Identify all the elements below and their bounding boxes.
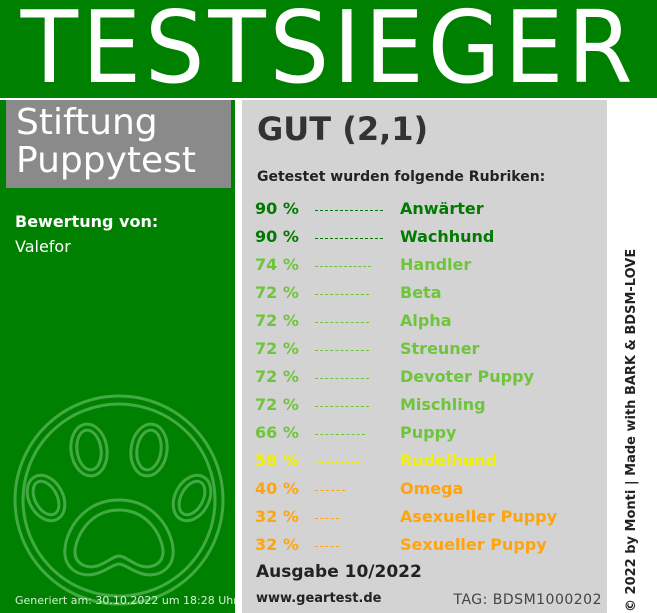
category-label: Wachhund bbox=[400, 227, 495, 246]
category-score-leader bbox=[315, 294, 369, 295]
category-score-leader bbox=[315, 378, 369, 379]
category-label: Puppy bbox=[400, 423, 457, 442]
category-score-leader bbox=[315, 322, 369, 323]
category-percent: 72 % bbox=[255, 339, 299, 358]
category-row: 90 % Wachhund bbox=[255, 227, 600, 255]
categories-heading: Getestet wurden folgende Rubriken: bbox=[257, 169, 546, 185]
category-row: 58 % Rudelhund bbox=[255, 451, 600, 479]
credit-text: © 2022 by Monti | Made with BARK & BDSM-… bbox=[624, 248, 639, 612]
banner-title: TESTSIEGER bbox=[20, 0, 637, 98]
category-percent: 40 % bbox=[255, 479, 299, 498]
category-label: Rudelhund bbox=[400, 451, 498, 470]
category-label: Devoter Puppy bbox=[400, 367, 534, 386]
category-label: Mischling bbox=[400, 395, 486, 414]
result-panel: GUT (2,1) Getestet wurden folgende Rubri… bbox=[242, 100, 607, 613]
category-row: 74 % Handler bbox=[255, 255, 600, 283]
category-label: Sexueller Puppy bbox=[400, 535, 547, 554]
paw-print-icon bbox=[13, 394, 225, 606]
category-percent: 32 % bbox=[255, 507, 299, 526]
category-score-leader bbox=[315, 350, 369, 351]
category-row: 72 % Devoter Puppy bbox=[255, 367, 600, 395]
category-percent: 72 % bbox=[255, 283, 299, 302]
category-percent: 72 % bbox=[255, 311, 299, 330]
category-score-leader bbox=[315, 462, 359, 463]
category-row: 72 % Beta bbox=[255, 283, 600, 311]
left-panel: Stiftung Puppytest Bewertung von: Valefo… bbox=[0, 100, 238, 613]
category-score-leader bbox=[315, 518, 339, 519]
rater-label: Bewertung von: bbox=[15, 212, 159, 231]
organization-name: Stiftung Puppytest bbox=[16, 102, 197, 181]
category-score-leader bbox=[315, 266, 371, 267]
category-score-leader bbox=[315, 434, 365, 435]
category-percent: 90 % bbox=[255, 199, 299, 218]
category-percent: 72 % bbox=[255, 367, 299, 386]
website-link[interactable]: www.geartest.de bbox=[256, 591, 382, 606]
category-score-leader bbox=[315, 238, 383, 239]
category-row: 66 % Puppy bbox=[255, 423, 600, 451]
category-percent: 66 % bbox=[255, 423, 299, 442]
category-percent: 32 % bbox=[255, 535, 299, 554]
overall-grade: GUT (2,1) bbox=[257, 110, 429, 148]
category-row: 40 % Omega bbox=[255, 479, 600, 507]
rater-name: Valefor bbox=[15, 237, 71, 256]
category-percent: 74 % bbox=[255, 255, 299, 274]
organization-box: Stiftung Puppytest bbox=[6, 100, 231, 188]
category-label: Asexueller Puppy bbox=[400, 507, 558, 526]
category-label: Beta bbox=[400, 283, 442, 302]
category-score-leader bbox=[315, 546, 339, 547]
category-percent: 58 % bbox=[255, 451, 299, 470]
category-label: Handler bbox=[400, 255, 472, 274]
category-percent: 72 % bbox=[255, 395, 299, 414]
issue-number: Ausgabe 10/2022 bbox=[256, 562, 422, 582]
category-row: 32 % Asexueller Puppy bbox=[255, 507, 600, 535]
category-row: 32 % Sexueller Puppy bbox=[255, 535, 600, 563]
tag-code: TAG: BDSM1000202 bbox=[453, 592, 602, 608]
category-label: Alpha bbox=[400, 311, 452, 330]
category-label: Streuner bbox=[400, 339, 480, 358]
category-score-leader bbox=[315, 406, 369, 407]
generated-timestamp: Generiert am: 30.10.2022 um 18:28 Uhr bbox=[15, 594, 238, 607]
category-label: Anwärter bbox=[400, 199, 484, 218]
testsieger-banner: TESTSIEGER bbox=[0, 0, 657, 98]
category-row: 72 % Mischling bbox=[255, 395, 600, 423]
category-percent: 90 % bbox=[255, 227, 299, 246]
category-row: 90 % Anwärter bbox=[255, 199, 600, 227]
category-label: Omega bbox=[400, 479, 464, 498]
category-score-leader bbox=[315, 490, 345, 491]
category-row: 72 % Streuner bbox=[255, 339, 600, 367]
category-score-leader bbox=[315, 210, 383, 211]
category-row: 72 % Alpha bbox=[255, 311, 600, 339]
